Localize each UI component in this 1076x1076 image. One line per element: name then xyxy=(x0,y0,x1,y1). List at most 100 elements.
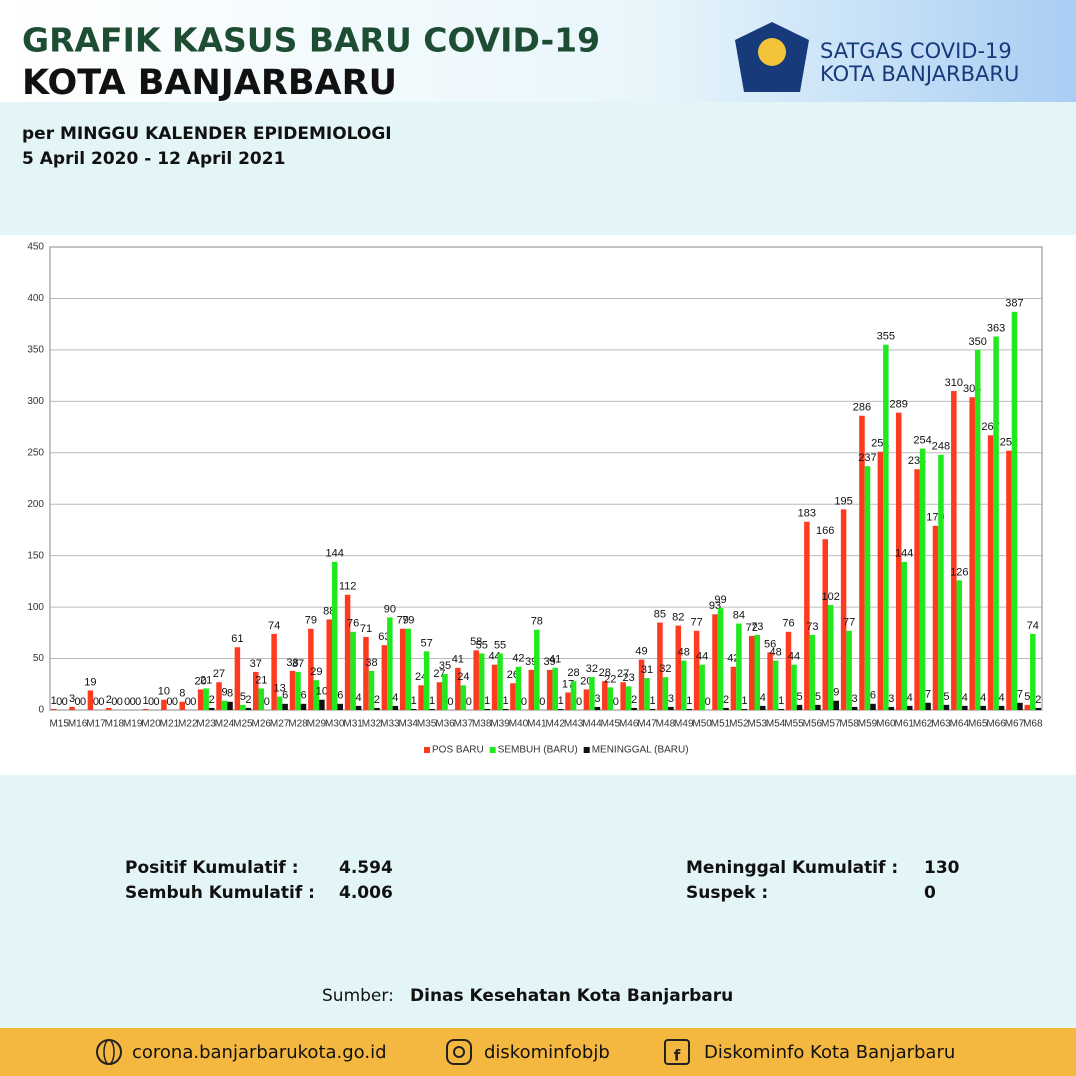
bar xyxy=(234,647,241,710)
value-label: 38 xyxy=(365,657,377,669)
bar xyxy=(712,614,718,710)
value-label: 6 xyxy=(870,690,876,702)
value-label: 0 xyxy=(124,696,130,708)
y-tick-label: 300 xyxy=(27,396,44,407)
x-tick-label: M24 xyxy=(215,719,235,730)
bar xyxy=(980,705,986,710)
bar xyxy=(491,664,498,710)
value-label: 0 xyxy=(466,696,472,708)
value-label: 3 xyxy=(888,693,894,705)
x-tick-label: M32 xyxy=(362,719,382,730)
bar xyxy=(833,700,840,710)
x-tick-label: M26 xyxy=(252,719,272,730)
value-label: 2 xyxy=(106,694,112,706)
value-label: 48 xyxy=(770,647,782,659)
bar xyxy=(644,678,650,710)
value-label: 44 xyxy=(788,651,800,663)
bar xyxy=(962,705,968,710)
value-label: 4 xyxy=(980,692,986,704)
bar xyxy=(355,705,362,710)
value-label: 195 xyxy=(834,495,852,507)
org-name: SATGAS COVID-19 xyxy=(820,39,1012,63)
value-label: 0 xyxy=(111,696,117,708)
y-tick-label: 450 xyxy=(27,242,44,253)
x-tick-label: M64 xyxy=(950,719,970,730)
value-label: 1 xyxy=(649,695,655,707)
value-label: 73 xyxy=(806,621,818,633)
bar xyxy=(208,707,215,710)
bar xyxy=(914,469,920,710)
value-label: 1 xyxy=(741,695,747,707)
value-label: 254 xyxy=(913,435,931,447)
bar xyxy=(998,705,1005,710)
value-label: 76 xyxy=(347,618,359,630)
bar xyxy=(331,561,338,710)
value-label: 0 xyxy=(148,696,154,708)
value-label: 0 xyxy=(264,696,270,708)
bar xyxy=(938,454,944,710)
x-tick-label: M17 xyxy=(86,719,106,730)
value-label: 2 xyxy=(245,694,251,706)
bar xyxy=(87,690,94,710)
x-tick-label: M57 xyxy=(821,719,841,730)
org-name: KOTA BANJARBARU xyxy=(820,62,1019,86)
bar xyxy=(308,628,314,710)
bar xyxy=(741,708,748,710)
value-label: 58 xyxy=(470,636,482,648)
value-label: 1 xyxy=(503,695,509,707)
bar xyxy=(877,451,884,710)
x-tick-label: M68 xyxy=(1023,719,1043,730)
value-label: 0 xyxy=(56,696,62,708)
bar xyxy=(546,669,553,710)
x-tick-label: M38 xyxy=(472,719,492,730)
value-label: 144 xyxy=(895,548,913,560)
bar xyxy=(925,702,931,710)
x-tick-label: M63 xyxy=(931,719,951,730)
x-tick-label: M35 xyxy=(417,719,437,730)
value-label: 21 xyxy=(255,674,267,686)
value-label: 38 xyxy=(286,657,298,669)
x-tick-label: M66 xyxy=(986,719,1006,730)
x-tick-label: M19 xyxy=(123,719,143,730)
bar xyxy=(363,636,369,710)
legend-label: SEMBUH (BARU) xyxy=(498,745,578,756)
value-label: 0 xyxy=(576,696,582,708)
bar xyxy=(589,677,595,710)
value-label: 363 xyxy=(987,322,1005,334)
x-tick-label: M43 xyxy=(564,719,584,730)
x-tick-label: M23 xyxy=(196,719,216,730)
bar xyxy=(216,682,222,710)
bar xyxy=(657,622,663,710)
bar xyxy=(442,673,448,710)
value-label: 79 xyxy=(305,615,317,627)
value-label: 78 xyxy=(531,616,543,628)
x-tick-label: M65 xyxy=(968,719,988,730)
value-label: 4 xyxy=(962,692,968,704)
facebook-icon xyxy=(664,1039,690,1065)
bar xyxy=(197,689,204,710)
bar xyxy=(815,704,821,710)
x-tick-label: M25 xyxy=(233,719,253,730)
bar xyxy=(859,415,865,710)
value-label: 102 xyxy=(822,591,840,603)
value-label: 126 xyxy=(950,566,968,578)
bar xyxy=(974,349,981,710)
value-label: 72 xyxy=(746,622,758,634)
value-label: 85 xyxy=(654,608,666,620)
footer-facebook: Diskominfo Kota Banjarbaru xyxy=(704,1042,955,1063)
value-label: 0 xyxy=(172,696,178,708)
x-tick-label: M21 xyxy=(160,719,180,730)
value-label: 28 xyxy=(567,667,579,679)
value-label: 4 xyxy=(907,692,913,704)
value-label: 5 xyxy=(943,691,949,703)
value-label: 9 xyxy=(221,687,227,699)
bar xyxy=(289,670,296,710)
value-label: 82 xyxy=(672,612,684,624)
bar xyxy=(429,708,435,710)
value-label: 48 xyxy=(678,647,690,659)
bar xyxy=(730,666,737,710)
value-label: 73 xyxy=(751,621,763,633)
footer xyxy=(0,1028,1076,1076)
value-label: 289 xyxy=(890,399,908,411)
